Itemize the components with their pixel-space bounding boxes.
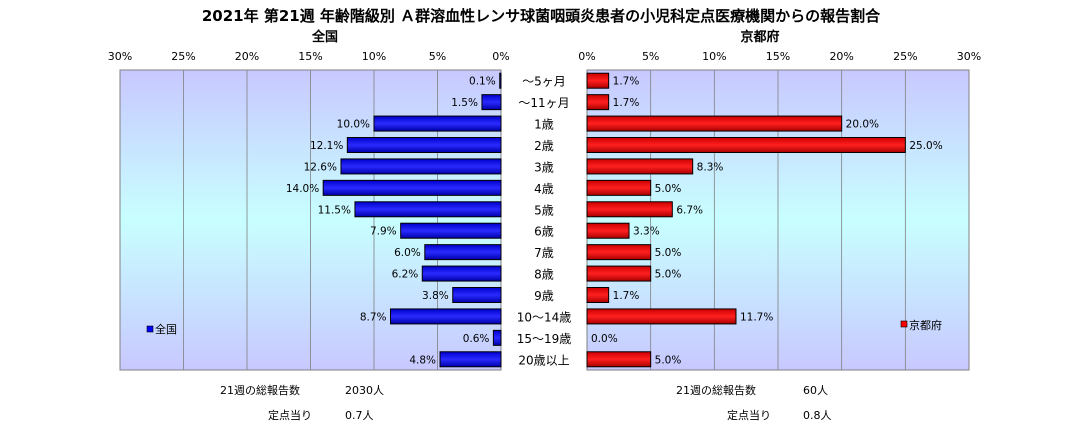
category-label: 1歳: [534, 118, 554, 132]
data-label-kyoto: 5.0%: [655, 247, 682, 259]
data-label-national: 7.9%: [370, 226, 397, 238]
bar-kyoto: [586, 265, 652, 282]
bar-national: [492, 329, 502, 346]
category-label: 10〜14歳: [517, 310, 572, 324]
bar-kyoto: [586, 244, 652, 261]
data-label-kyoto: 1.7%: [613, 290, 640, 302]
category-label: 20歳以上: [518, 353, 569, 367]
national-per-label: 定点当り: [268, 408, 312, 422]
tick-label-national: 0%: [492, 50, 509, 63]
data-label-national: 14.0%: [286, 183, 319, 195]
bar-kyoto: [586, 308, 737, 325]
bar-national: [390, 308, 502, 325]
data-label-kyoto: 3.3%: [633, 226, 660, 238]
category-label: 9歳: [534, 289, 554, 303]
bar-national: [373, 115, 502, 132]
data-label-kyoto: 0.0%: [591, 333, 618, 345]
tick-label-kyoto: 20%: [829, 50, 853, 63]
legend-swatch-kyoto: [900, 320, 908, 328]
tick-label-national: 20%: [235, 50, 259, 63]
category-label: 〜5ヶ月: [522, 75, 566, 89]
data-label-kyoto: 11.7%: [740, 311, 773, 323]
bar-national: [452, 287, 502, 303]
data-label-national: 4.8%: [409, 354, 436, 366]
category-label: 4歳: [534, 182, 554, 196]
tick-label-kyoto: 10%: [702, 50, 726, 63]
data-label-national: 3.8%: [422, 290, 449, 302]
kyoto-per-value: 0.8人: [803, 409, 832, 422]
category-label: 5歳: [534, 203, 554, 217]
bar-national: [340, 158, 502, 175]
data-label-national: 0.1%: [469, 76, 496, 88]
tick-label-kyoto: 15%: [766, 50, 790, 63]
bar-kyoto: [586, 287, 610, 303]
data-label-national: 8.7%: [360, 311, 387, 323]
category-label: 3歳: [534, 160, 554, 174]
bar-kyoto: [586, 222, 630, 239]
bar-kyoto: [586, 72, 610, 89]
panel-title-national: 全国: [311, 29, 338, 45]
bar-kyoto: [586, 179, 652, 196]
data-label-national: 6.2%: [392, 269, 419, 281]
bar-kyoto: [586, 137, 906, 153]
bar-kyoto: [586, 351, 652, 368]
panel-title-kyoto: 京都府: [740, 29, 779, 45]
bar-kyoto: [586, 94, 610, 111]
tick-label-national: 25%: [171, 50, 195, 63]
kyoto-total-label: 21週の総報告数: [676, 383, 756, 397]
tick-label-national: 10%: [362, 50, 386, 63]
tick-label-kyoto: 5%: [642, 50, 659, 63]
category-label: 15〜19歳: [517, 332, 572, 346]
bar-national: [346, 137, 502, 153]
data-label-national: 0.6%: [463, 333, 490, 345]
data-label-kyoto: 25.0%: [909, 140, 942, 152]
data-label-national: 12.1%: [310, 140, 343, 152]
bar-kyoto: [586, 115, 843, 132]
chart-title: 2021年 第21週 年齢階級別 Ａ群溶血性レンサ球菌咽頭炎患者の小児科定点医療…: [202, 7, 881, 25]
bar-national: [499, 72, 502, 89]
data-label-kyoto: 20.0%: [846, 119, 879, 131]
category-label: 〜11ヶ月: [518, 96, 569, 110]
legend-label-national: 全国: [155, 322, 177, 336]
category-label: 2歳: [534, 139, 554, 153]
kyoto-per-label: 定点当り: [727, 408, 771, 422]
bar-national: [424, 244, 502, 261]
bar-national: [322, 179, 502, 196]
tick-label-kyoto: 30%: [957, 50, 981, 63]
legend-swatch-national: [146, 325, 154, 333]
bar-national: [400, 222, 502, 239]
category-label: 7歳: [534, 246, 554, 260]
bar-national: [439, 351, 502, 368]
data-label-kyoto: 5.0%: [655, 354, 682, 366]
tick-label-national: 5%: [429, 50, 446, 63]
national-total-value: 2030人: [345, 384, 384, 397]
data-label-national: 12.6%: [304, 161, 337, 173]
kyoto-total-value: 60人: [803, 384, 828, 397]
national-per-value: 0.7人: [345, 409, 374, 422]
tick-label-national: 30%: [108, 50, 132, 63]
bar-kyoto: [586, 158, 694, 175]
bar-national: [354, 201, 502, 218]
data-label-kyoto: 1.7%: [613, 76, 640, 88]
bar-national: [421, 265, 502, 282]
bar-kyoto: [586, 201, 673, 218]
legend-label-kyoto: 京都府: [909, 318, 942, 332]
national-total-label: 21週の総報告数: [220, 383, 300, 397]
category-label: 8歳: [534, 268, 554, 282]
data-label-national: 1.5%: [451, 97, 478, 109]
data-label-national: 11.5%: [318, 204, 351, 216]
tick-label-kyoto: 0%: [578, 50, 595, 63]
tick-label-national: 15%: [298, 50, 322, 63]
tick-label-kyoto: 25%: [893, 50, 917, 63]
category-label: 6歳: [534, 225, 554, 239]
data-label-national: 6.0%: [394, 247, 421, 259]
data-label-kyoto: 1.7%: [613, 97, 640, 109]
data-label-kyoto: 6.7%: [676, 204, 703, 216]
bar-national: [481, 94, 502, 111]
data-label-kyoto: 8.3%: [697, 161, 724, 173]
data-label-kyoto: 5.0%: [655, 269, 682, 281]
data-label-national: 10.0%: [337, 119, 370, 131]
data-label-kyoto: 5.0%: [655, 183, 682, 195]
